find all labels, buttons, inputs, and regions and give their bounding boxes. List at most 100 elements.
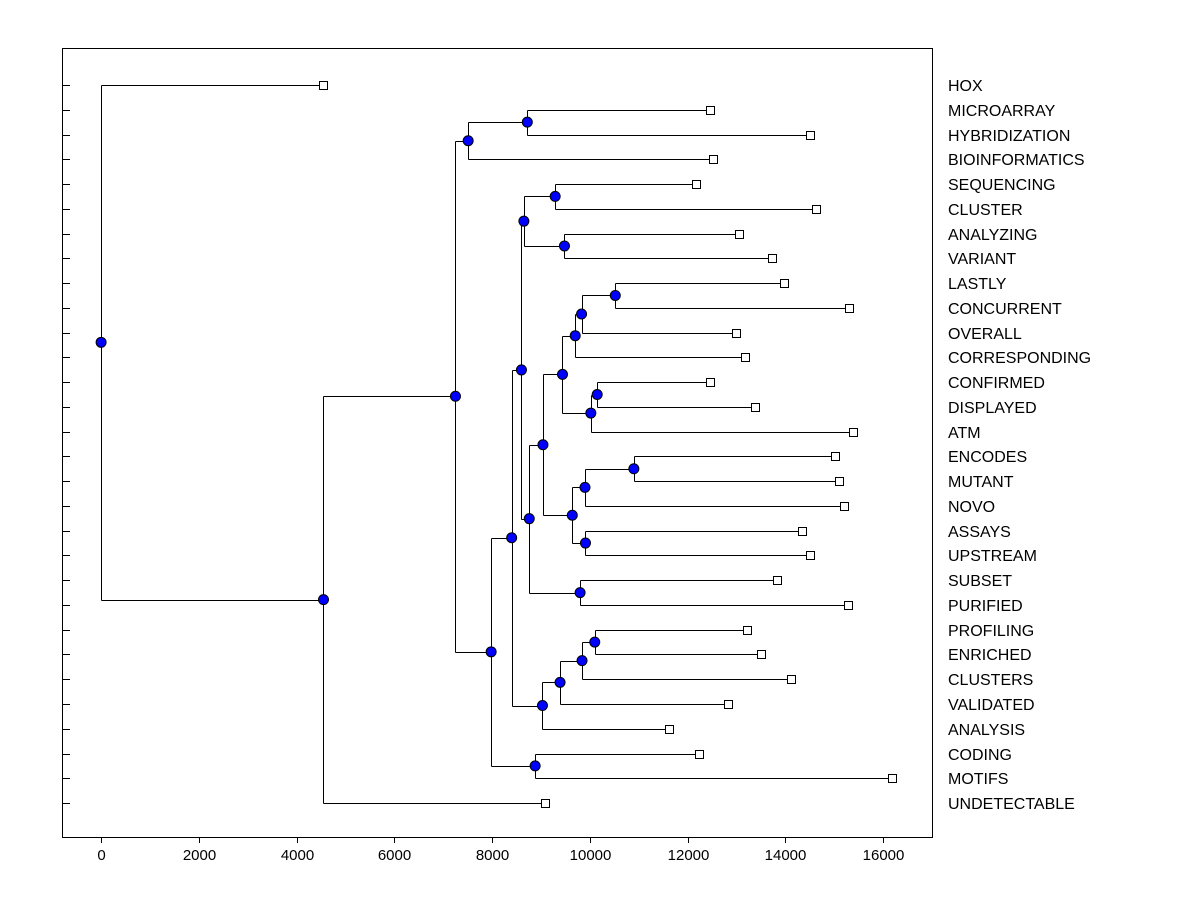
leaf-node-displayed <box>751 403 760 412</box>
leaf-label-analysis: ANALYSIS <box>948 722 1025 739</box>
merge-node <box>609 289 621 301</box>
leaf-label-assays: ASSAYS <box>948 524 1011 541</box>
merge-node <box>576 655 588 667</box>
x-tick-label: 10000 <box>570 847 612 864</box>
leaf-node-purified <box>844 601 853 610</box>
leaf-label-encodes: ENCODES <box>948 449 1027 466</box>
leaf-label-lastly: LASTLY <box>948 276 1007 293</box>
leaf-node-clusters <box>787 675 796 684</box>
leaf-node-validated <box>724 700 733 709</box>
x-tick-label: 6000 <box>378 847 411 864</box>
merge-node <box>95 336 107 348</box>
x-tick-label: 0 <box>97 847 105 864</box>
y-axis-ticks <box>62 85 70 804</box>
leaf-label-clusters: CLUSTERS <box>948 672 1033 689</box>
leaf-node-cluster <box>812 205 821 214</box>
leaf-label-coding: CODING <box>948 747 1012 764</box>
leaf-node-hox <box>319 81 328 90</box>
merge-node <box>589 636 601 648</box>
leaf-label-bioinformatics: BIOINFORMATICS <box>948 152 1085 169</box>
leaf-label-concurrent: CONCURRENT <box>948 301 1062 318</box>
leaf-node-hybridization <box>806 131 815 140</box>
leaf-node-enriched <box>757 650 766 659</box>
merge-node <box>536 700 548 712</box>
leaf-node-upstream <box>806 551 815 560</box>
leaf-label-purified: PURIFIED <box>948 598 1023 615</box>
merge-node <box>506 532 518 544</box>
leaf-label-profiling: PROFILING <box>948 623 1034 640</box>
leaf-node-concurrent <box>845 304 854 313</box>
x-tick-label: 2000 <box>183 847 216 864</box>
leaf-label-undetectable: UNDETECTABLE <box>948 796 1075 813</box>
leaf-node-variant <box>768 254 777 263</box>
leaf-node-confirmed <box>706 378 715 387</box>
leaf-label-hox: HOX <box>948 78 983 95</box>
leaf-node-profiling <box>743 626 752 635</box>
leaf-label-analyzing: ANALYZING <box>948 227 1038 244</box>
leaf-label-microarray: MICROARRAY <box>948 103 1056 120</box>
leaf-label-variant: VARIANT <box>948 251 1016 268</box>
leaf-nodes <box>319 81 897 808</box>
leaf-label-sequencing: SEQUENCING <box>948 177 1056 194</box>
leaf-label-motifs: MOTIFS <box>948 771 1008 788</box>
leaf-node-corresponding <box>741 353 750 362</box>
leaf-node-microarray <box>706 106 715 115</box>
leaf-label-validated: VALIDATED <box>948 697 1035 714</box>
merge-node <box>523 513 535 525</box>
x-tick-label: 16000 <box>863 847 905 864</box>
leaf-label-enriched: ENRICHED <box>948 647 1032 664</box>
leaf-node-sequencing <box>692 180 701 189</box>
leaf-node-analysis <box>665 725 674 734</box>
x-tick-label: 14000 <box>765 847 807 864</box>
merge-node <box>628 463 640 475</box>
leaf-node-bioinformatics <box>709 155 718 164</box>
merge-node <box>462 135 474 147</box>
leaf-label-confirmed: CONFIRMED <box>948 375 1045 392</box>
merge-node <box>485 646 497 658</box>
merge-node <box>554 676 566 688</box>
merge-node <box>529 760 541 772</box>
leaf-label-subset: SUBSET <box>948 573 1012 590</box>
leaf-node-lastly <box>780 279 789 288</box>
leaf-label-displayed: DISPLAYED <box>948 400 1037 417</box>
merge-nodes <box>95 116 640 772</box>
merge-node <box>317 594 329 606</box>
leaf-label-hybridization: HYBRIDIZATION <box>948 128 1070 145</box>
merge-node <box>556 368 568 380</box>
leaf-node-encodes <box>831 452 840 461</box>
leaf-label-mutant: MUTANT <box>948 474 1014 491</box>
x-tick-label: 4000 <box>281 847 314 864</box>
dendrogram-links <box>101 85 893 804</box>
merge-node <box>574 587 586 599</box>
merge-node <box>569 330 581 342</box>
leaf-label-corresponding: CORRESPONDING <box>948 350 1091 367</box>
merge-node <box>549 190 561 202</box>
leaf-label-cluster: CLUSTER <box>948 202 1023 219</box>
merge-node <box>537 439 549 451</box>
leaf-label-upstream: UPSTREAM <box>948 548 1037 565</box>
leaf-node-coding <box>695 750 704 759</box>
x-tick-label: 8000 <box>476 847 509 864</box>
leaf-node-undetectable <box>541 799 550 808</box>
leaf-labels: HOX MICROARRAY HYBRIDIZATION BIOINFORMATICS… <box>948 78 1091 813</box>
x-tick-label: 12000 <box>668 847 710 864</box>
leaf-node-novo <box>840 502 849 511</box>
leaf-label-overall: OVERALL <box>948 326 1022 343</box>
plot-frame <box>62 48 933 838</box>
merge-node <box>566 509 578 521</box>
x-axis: 0 2000 4000 6000 8000 10000 12000 14000 16000 <box>97 837 904 864</box>
leaf-node-analyzing <box>735 230 744 239</box>
merge-node <box>579 481 591 493</box>
leaf-label-novo: NOVO <box>948 499 995 516</box>
leaf-node-motifs <box>888 774 897 783</box>
merge-node <box>585 407 597 419</box>
merge-node <box>579 537 591 549</box>
leaf-node-atm <box>849 428 858 437</box>
merge-node <box>521 116 533 128</box>
merge-node <box>518 215 530 227</box>
leaf-node-overall <box>732 329 741 338</box>
merge-node <box>576 308 588 320</box>
merge-node <box>591 389 603 400</box>
leaf-node-subset <box>773 576 782 585</box>
